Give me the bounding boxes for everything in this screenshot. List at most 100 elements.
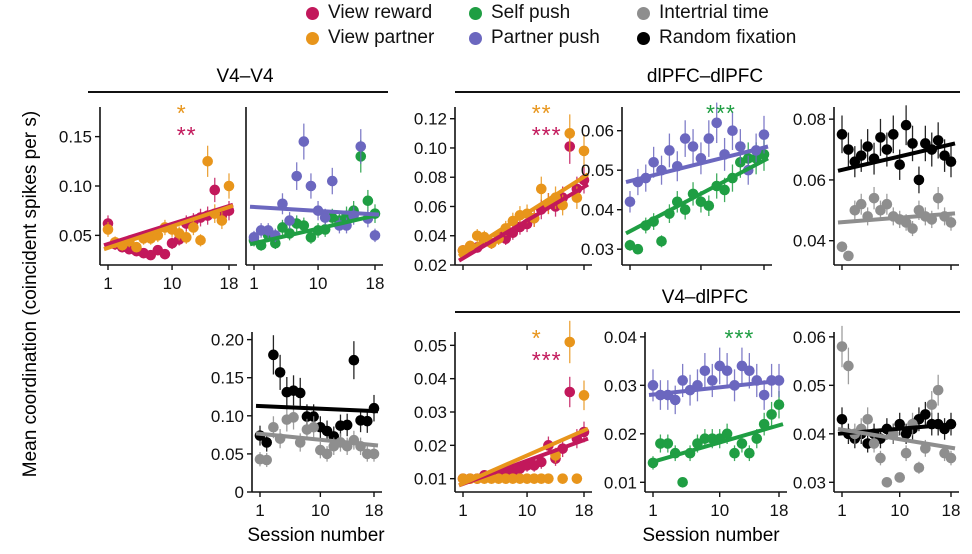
x-tick-label: 18: [220, 274, 239, 293]
y-tick-label: 0.08: [414, 168, 447, 187]
panel-v4v4-control: 0 0.05 0.10 0.15 0.20 1 10 18: [211, 331, 384, 520]
point-random-fixation: [920, 409, 931, 420]
point-partner-push: [721, 365, 733, 377]
point-intertrial-time: [868, 438, 880, 449]
point-intertrial-time: [843, 360, 854, 372]
significance-marker: ***: [532, 122, 562, 148]
significance-marker: *: [532, 325, 542, 351]
point-view-partner: [571, 192, 583, 204]
point-random-fixation: [361, 415, 373, 427]
point-random-fixation: [836, 413, 848, 425]
point-partner-push: [687, 141, 699, 152]
point-view-partner: [195, 235, 206, 246]
y-tick-label: 0.03: [793, 473, 826, 492]
fit-line-partner-push: [648, 378, 784, 398]
point-random-fixation: [913, 174, 925, 186]
panel-dd-control: 0.04 0.06 0.08: [793, 105, 959, 270]
y-tick-label: 0.04: [414, 227, 447, 246]
legend-label: Intertrial time: [659, 2, 769, 23]
point-partner-push: [277, 198, 288, 210]
fit-line-intertrial-time: [255, 431, 379, 448]
point-partner-push: [669, 394, 681, 406]
point-partner-push: [647, 380, 659, 391]
legend-item-intertrial-time: Intertrial time: [637, 2, 769, 24]
x-tick-label: 1: [648, 501, 657, 520]
point-random-fixation: [894, 159, 906, 171]
legend-label: View partner: [328, 27, 435, 48]
point-view-partner: [564, 336, 576, 348]
point-intertrial-time: [945, 452, 957, 464]
fit-line-partner-push: [249, 204, 380, 217]
point-partner-push: [326, 175, 338, 187]
point-view-partner: [535, 183, 547, 195]
x-tick-label: 18: [770, 501, 789, 520]
y-tick-label: 0.06: [581, 122, 614, 141]
point-partner-push: [758, 389, 770, 401]
point-random-fixation: [862, 141, 873, 152]
point-random-fixation: [932, 135, 944, 146]
y-tick-label: 0.03: [604, 376, 637, 395]
point-view-reward: [159, 248, 171, 260]
point-self-push: [736, 438, 748, 449]
point-self-push: [719, 184, 730, 196]
point-view-partner: [180, 232, 192, 243]
y-tick-label: 0.06: [793, 171, 826, 190]
point-partner-push: [744, 365, 755, 377]
point-self-push: [703, 200, 715, 212]
fit-line-view-reward: [457, 182, 590, 263]
point-partner-push: [648, 157, 659, 168]
point-self-push: [277, 222, 288, 233]
view-partner-swatch: [306, 31, 319, 45]
point-intertrial-time: [932, 384, 944, 396]
x-tick-label: 1: [458, 501, 467, 520]
point-partner-push: [624, 196, 636, 208]
point-self-push: [298, 220, 310, 231]
point-view-partner: [571, 473, 583, 484]
x-tick-label: 18: [575, 501, 594, 520]
point-partner-push: [305, 180, 317, 192]
significance-marker: *: [177, 100, 187, 126]
point-partner-push: [355, 141, 367, 152]
significance-marker: ***: [532, 347, 562, 373]
point-random-fixation: [261, 437, 273, 448]
fit-line-view-partner: [457, 172, 590, 258]
point-random-fixation: [268, 349, 279, 361]
significance-marker: **: [177, 122, 197, 148]
x-tick-label: 18: [366, 274, 385, 293]
y-tick-label: 0.05: [793, 376, 826, 395]
point-self-push: [677, 477, 688, 488]
point-partner-push: [735, 141, 746, 152]
point-random-fixation: [348, 354, 360, 366]
point-intertrial-time: [913, 462, 925, 474]
y-tick-label: 0.03: [581, 240, 614, 259]
point-self-push: [773, 399, 785, 411]
x-axis-label-right: Session number: [642, 525, 780, 546]
point-partner-push: [284, 215, 295, 226]
legend-label: Partner push: [491, 27, 600, 48]
point-view-partner: [543, 473, 554, 484]
point-self-push: [706, 433, 718, 444]
point-random-fixation: [900, 119, 912, 131]
point-intertrial-time: [862, 413, 873, 425]
section-title-v4-v4: V4–V4: [216, 66, 273, 87]
y-tick-label: 0.10: [211, 407, 244, 426]
significance-marker: ***: [725, 325, 755, 351]
fit-line-intertrial-time: [837, 426, 956, 451]
y-tick-label: 0.03: [414, 403, 447, 422]
y-tick-label: 0.02: [414, 256, 447, 275]
point-view-reward: [535, 456, 547, 468]
point-partner-push: [727, 125, 738, 136]
point-partner-push: [758, 129, 770, 140]
y-tick-label: 0.04: [581, 201, 614, 220]
panel-vd-control: 0.03 0.04 0.05 0.06 1 10 18: [793, 325, 960, 520]
point-self-push: [679, 204, 691, 215]
point-self-push: [632, 243, 644, 255]
section-title-v4-dlpfc: V4–dlPFC: [662, 287, 749, 308]
point-view-partner: [202, 156, 213, 167]
x-tick-label: 10: [311, 501, 330, 520]
point-intertrial-time: [900, 447, 912, 459]
point-intertrial-time: [881, 198, 893, 210]
point-partner-push: [679, 133, 691, 144]
point-intertrial-time: [855, 198, 867, 210]
y-tick-label: 0.01: [414, 470, 447, 489]
